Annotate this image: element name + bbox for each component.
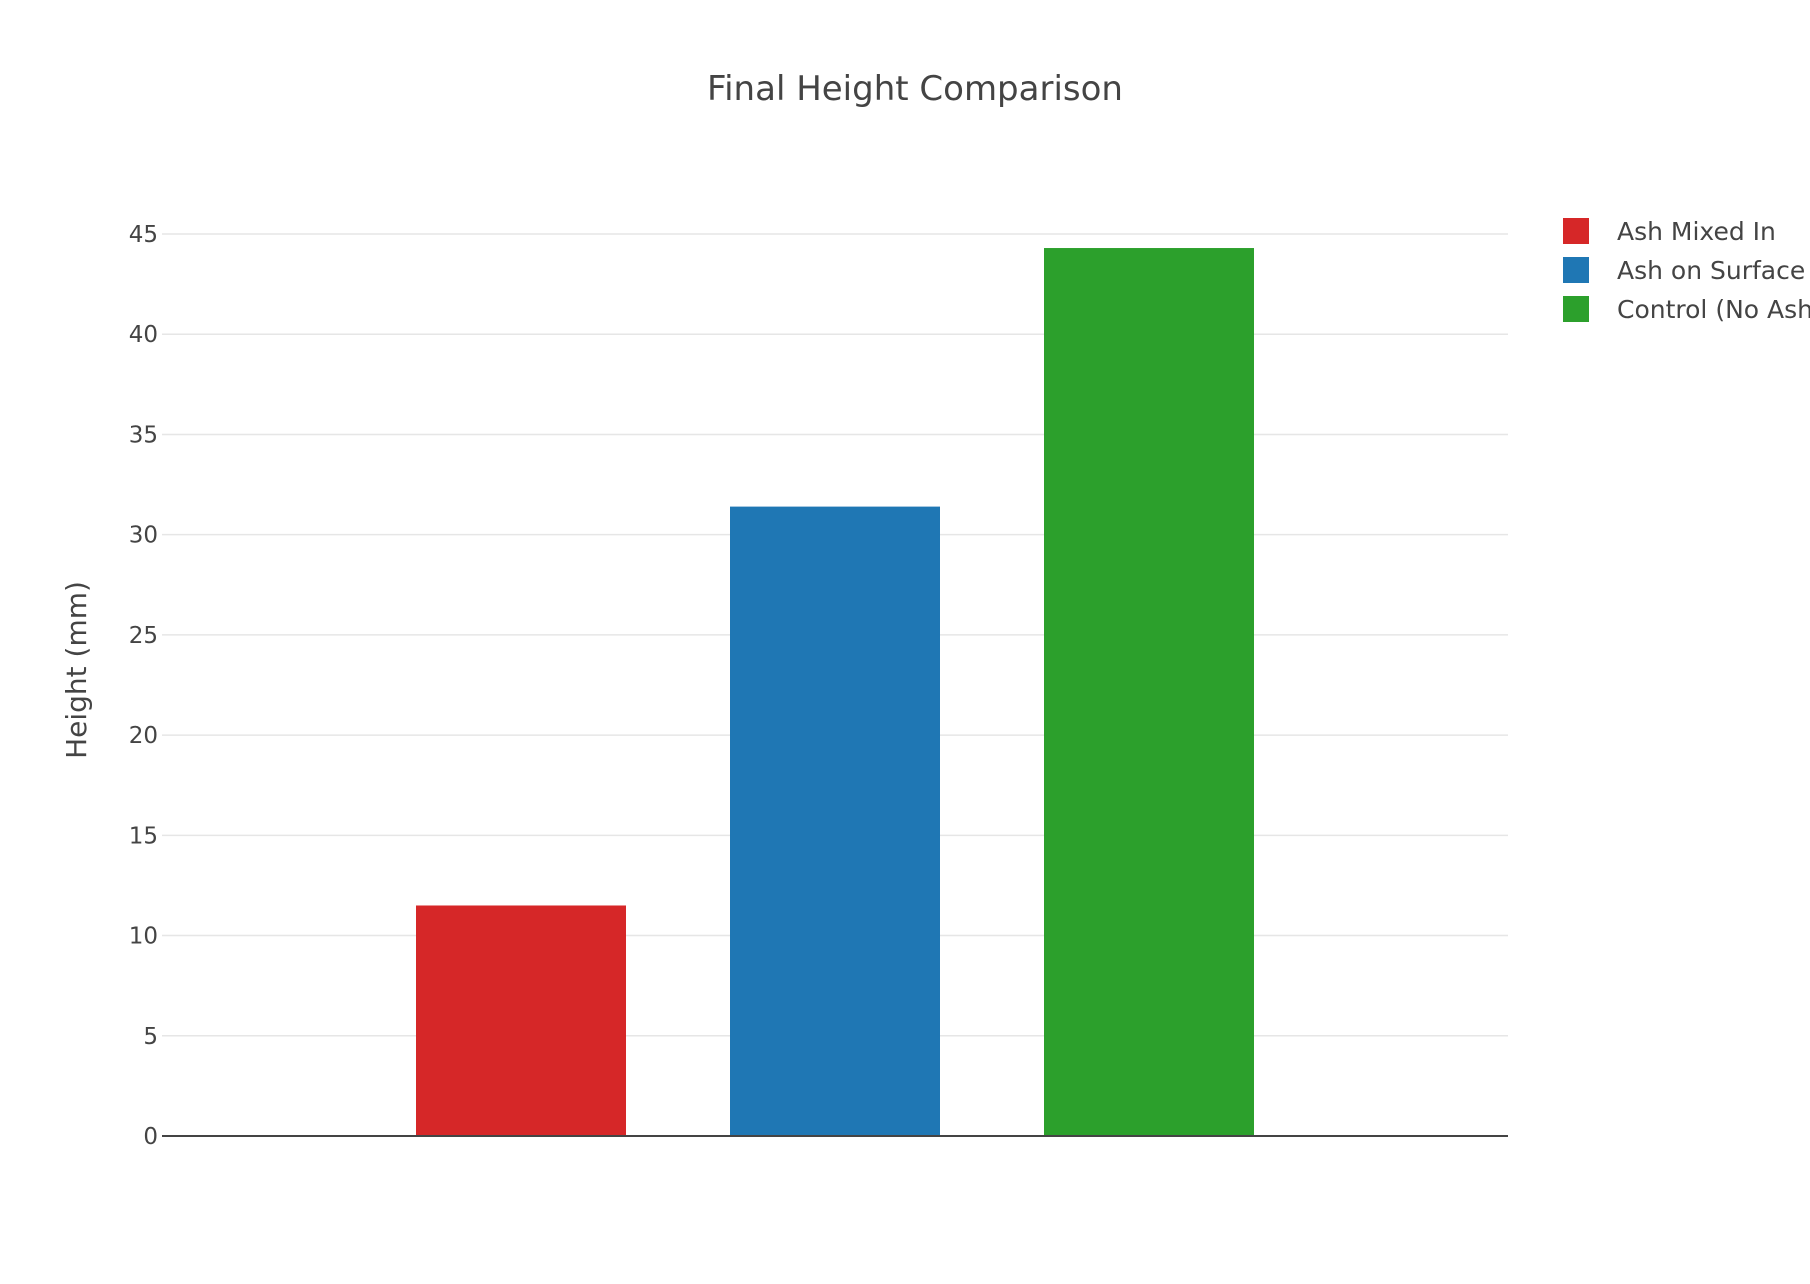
legend-swatch	[1563, 218, 1589, 244]
chart-title: Final Height Comparison	[707, 69, 1123, 109]
bar-ash-mixed-in[interactable]	[416, 905, 626, 1136]
y-axis-tick-labels: 0 5 10 15 20 25 30 35 40 45	[129, 222, 158, 1150]
y-tick-label: 25	[129, 623, 158, 649]
legend-item[interactable]: Ash on Surface	[1563, 256, 1805, 285]
legend-swatch	[1563, 257, 1589, 283]
y-tick-label: 15	[129, 823, 158, 849]
y-tick-label: 30	[129, 523, 158, 549]
legend-label: Ash on Surface	[1617, 256, 1805, 285]
y-tick-label: 45	[129, 222, 158, 248]
bars	[416, 248, 1254, 1136]
legend-item[interactable]: Control (No Ash)	[1563, 295, 1810, 324]
y-axis-title: Height (mm)	[60, 581, 93, 759]
y-tick-label: 35	[129, 422, 158, 448]
y-tick-label: 10	[129, 924, 158, 950]
legend-swatch	[1563, 296, 1589, 322]
legend-label: Control (No Ash)	[1617, 295, 1810, 324]
y-tick-label: 5	[143, 1024, 158, 1050]
legend-item[interactable]: Ash Mixed In	[1563, 217, 1776, 246]
bar-ash-on-surface[interactable]	[730, 506, 940, 1136]
legend[interactable]: Ash Mixed In Ash on Surface Control (No As…	[1563, 217, 1810, 324]
y-tick-label: 0	[143, 1124, 158, 1150]
y-tick-label: 20	[129, 723, 158, 749]
legend-label: Ash Mixed In	[1617, 217, 1776, 246]
y-tick-label: 40	[129, 322, 158, 348]
bar-control-no-ash[interactable]	[1044, 248, 1254, 1136]
